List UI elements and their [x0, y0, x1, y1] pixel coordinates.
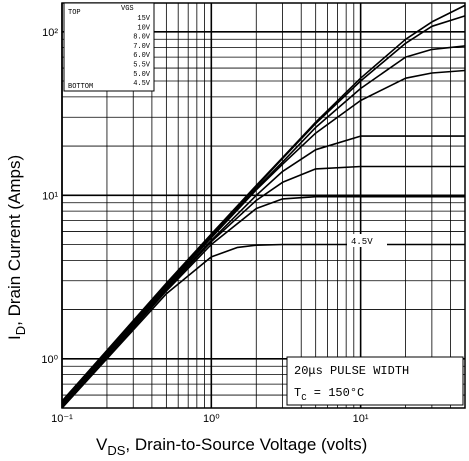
legend-entry: 15V	[137, 15, 150, 23]
legend-entry: 5.0V	[133, 71, 151, 79]
legend-entry: 5.5V	[133, 62, 151, 70]
series-line-5-5V	[61, 165, 465, 408]
legend-entry: 10V	[137, 24, 150, 32]
y-tick-label: 10⁰	[41, 354, 58, 366]
legend-entry: 7.0V	[133, 43, 151, 51]
series-line-5-0V	[61, 195, 465, 409]
y-axis-title-rest: , Drain Current (Amps)	[5, 155, 24, 326]
plot-frame	[61, 2, 466, 409]
y-axis-title-sub: D	[13, 326, 28, 335]
legend-box	[63, 2, 155, 92]
y-tick-label: 10²	[42, 27, 58, 39]
x-axis-title-main: V	[96, 435, 108, 454]
legend-bottom-label: BOTTOM	[68, 83, 93, 91]
annotation-line2: TC = 150°C	[294, 386, 364, 403]
y-tick-label: 10¹	[42, 190, 58, 202]
curves	[61, 4, 466, 409]
y-axis-title: ID, Drain Current (Amps)	[5, 155, 28, 340]
annotation-line1: 20μs PULSE WIDTH	[294, 364, 409, 378]
y-axis-title-main: I	[5, 335, 24, 340]
tick-labels: 10⁻¹ 10⁰ 10¹ 10⁰ 10¹ 10²	[41, 27, 369, 425]
x-axis-title: VDS, Drain-to-Source Voltage (volts)	[96, 435, 367, 458]
annotation-line2-sub: C	[301, 393, 307, 403]
annotation-line2-main: T	[294, 386, 301, 400]
annotation-box	[286, 356, 464, 406]
legend-entry: 4.5V	[133, 80, 151, 88]
x-axis-title-rest: , Drain-to-Source Voltage (volts)	[125, 435, 367, 454]
annotation: 20μs PULSE WIDTH TC = 150°C	[286, 356, 464, 406]
legend-header: VGS	[121, 5, 134, 13]
legend-top-label: TOP	[68, 9, 81, 17]
curve-label: 4.5V	[351, 237, 373, 247]
curve-label-bg	[347, 234, 387, 247]
series-line-10V	[61, 15, 466, 402]
legend-entry: 8.0V	[133, 34, 151, 42]
series-line-7-0V	[61, 69, 466, 405]
x-tick-label: 10¹	[353, 413, 369, 425]
x-tick-label: 10⁻¹	[51, 413, 73, 425]
x-axis-title-sub: DS	[107, 443, 125, 458]
legend-entry: 6.0V	[133, 52, 151, 60]
x-tick-label: 10⁰	[203, 413, 220, 425]
series-line-6-0V	[61, 135, 465, 406]
series-line-8-0V	[61, 45, 466, 404]
annotation-line2-rest: = 150°C	[307, 386, 365, 400]
